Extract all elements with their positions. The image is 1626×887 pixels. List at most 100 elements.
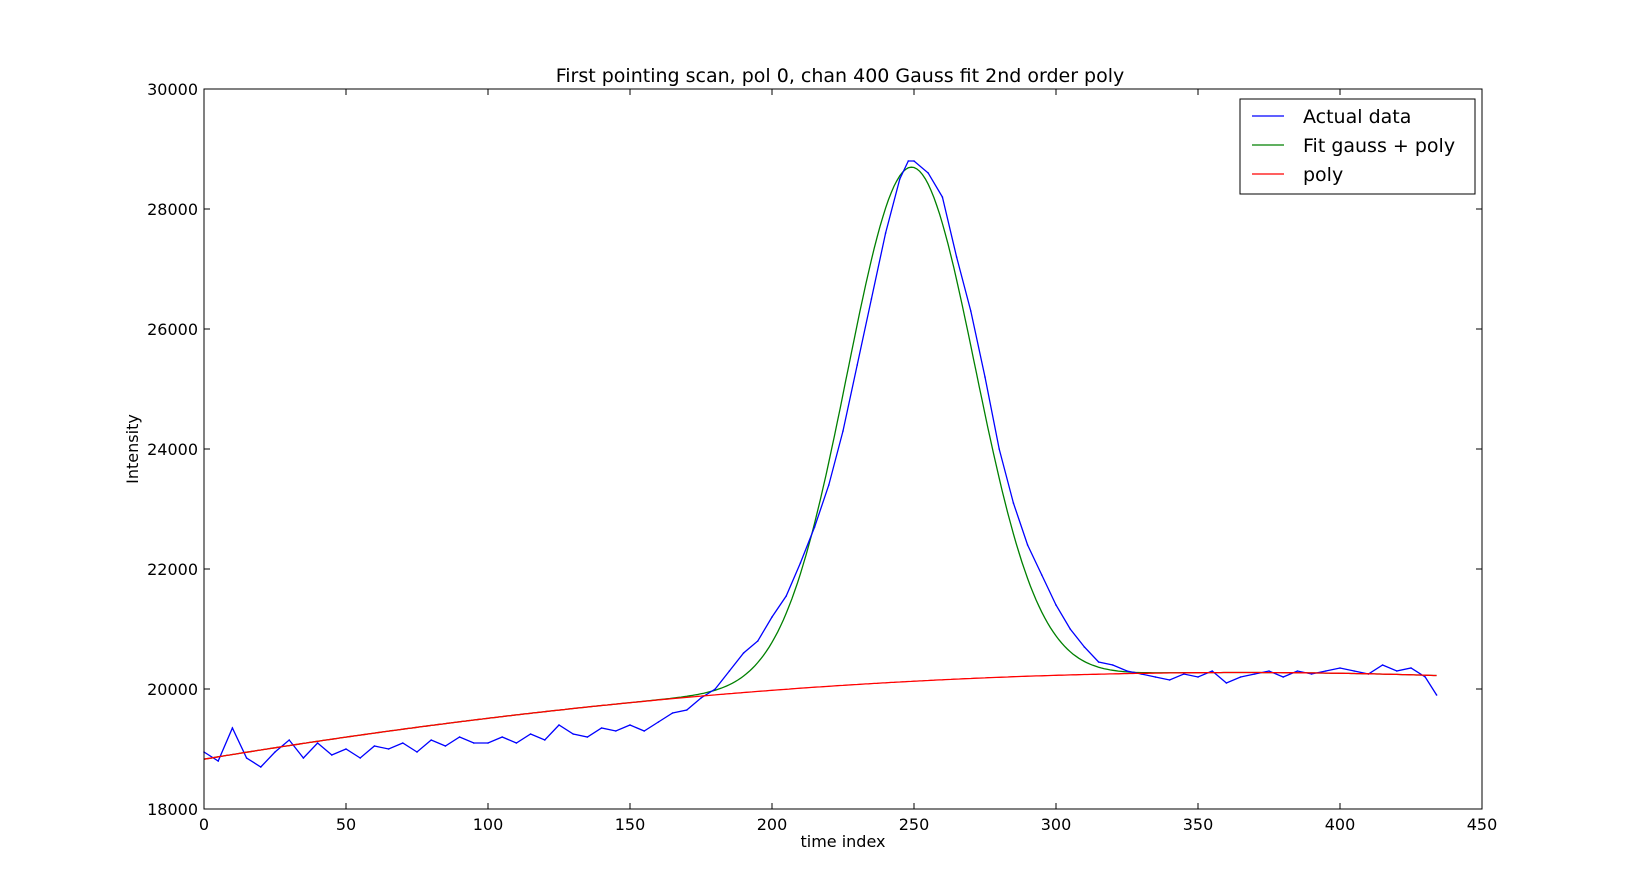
- y-tick-label: 24000: [147, 440, 198, 459]
- x-tick-label: 450: [1467, 815, 1498, 834]
- data-point: [544, 739, 546, 741]
- data-point: [884, 232, 887, 234]
- data-point: [1126, 670, 1128, 672]
- data-point: [870, 298, 873, 300]
- data-point: [1097, 661, 1100, 663]
- data-point: [1168, 679, 1171, 681]
- data-point: [274, 751, 276, 753]
- data-point: [316, 742, 319, 744]
- series-actual-data: [203, 160, 1438, 768]
- data-point: [657, 721, 660, 723]
- data-point: [955, 256, 958, 258]
- data-point: [373, 745, 376, 747]
- x-tick-label: 0: [199, 815, 209, 834]
- data-point: [1268, 670, 1270, 672]
- y-tick-label: 18000: [147, 800, 198, 819]
- data-point: [828, 484, 830, 486]
- data-point: [970, 310, 972, 312]
- data-point: [387, 748, 390, 750]
- data-point: [714, 688, 716, 690]
- x-tick-label: 100: [473, 815, 504, 834]
- data-point: [771, 616, 773, 618]
- data-point: [984, 376, 986, 378]
- data-point: [416, 751, 418, 753]
- legend-box: [1239, 98, 1476, 195]
- y-tick-label: 26000: [147, 320, 198, 339]
- x-tick-label: 350: [1183, 815, 1214, 834]
- data-point: [629, 724, 631, 726]
- data-point: [842, 430, 844, 432]
- legend-label-actual-data: Actual data: [1303, 106, 1411, 128]
- data-point: [288, 739, 291, 741]
- data-point: [586, 736, 589, 738]
- data-point: [1410, 667, 1412, 669]
- x-axis: 0 50 100 150 200 250 300 350 400 450: [199, 89, 1497, 834]
- data-point: [907, 160, 910, 162]
- data-point: [742, 652, 745, 654]
- data-point: [1353, 670, 1355, 672]
- data-point: [402, 742, 404, 744]
- data-point: [430, 739, 433, 741]
- data-point: [785, 595, 787, 597]
- data-point: [600, 727, 603, 729]
- data-point: [1325, 670, 1327, 672]
- data-point: [643, 730, 645, 732]
- data-point: [1282, 676, 1284, 678]
- data-point: [1055, 604, 1057, 606]
- data-point: [1012, 502, 1015, 504]
- data-point: [1112, 664, 1114, 666]
- series-fit-gauss-poly: [203, 166, 1437, 760]
- data-point: [799, 562, 802, 564]
- chart-title: First pointing scan, pol 0, chan 400 Gau…: [556, 65, 1125, 87]
- data-point: [1154, 676, 1157, 678]
- data-point: [1197, 676, 1199, 678]
- data-point: [913, 160, 915, 162]
- x-tick-label: 50: [336, 815, 356, 834]
- data-point: [856, 364, 858, 366]
- data-point: [487, 742, 489, 744]
- data-point: [1239, 676, 1242, 678]
- data-point: [700, 697, 702, 699]
- data-point: [1339, 667, 1341, 669]
- data-point: [813, 526, 816, 528]
- y-axis: 18000 20000 22000 24000 26000 28000 30000: [147, 80, 1482, 819]
- x-tick-label: 400: [1325, 815, 1356, 834]
- data-point: [473, 742, 475, 744]
- data-point: [558, 724, 560, 726]
- data-point: [444, 745, 447, 747]
- data-point: [1211, 670, 1213, 672]
- data-point: [1310, 673, 1313, 675]
- data-point: [458, 736, 461, 738]
- y-tick-label: 30000: [147, 80, 198, 99]
- data-point: [1069, 628, 1071, 630]
- data-point: [501, 736, 504, 738]
- data-point: [1254, 673, 1256, 675]
- data-point: [217, 760, 219, 762]
- data-point: [231, 727, 234, 729]
- data-point: [671, 712, 674, 714]
- legend-label-poly: poly: [1303, 164, 1343, 186]
- data-point: [1381, 664, 1384, 666]
- series-poly: [203, 671, 1437, 760]
- data-point: [941, 196, 944, 198]
- y-tick-label: 22000: [147, 560, 198, 579]
- data-point: [899, 178, 901, 180]
- x-tick-label: 250: [899, 815, 930, 834]
- y-tick-label: 20000: [147, 680, 198, 699]
- y-tick-label: 28000: [147, 200, 198, 219]
- x-tick-label: 150: [615, 815, 646, 834]
- data-point: [1424, 676, 1426, 678]
- x-axis-label: time index: [800, 832, 885, 851]
- data-point: [998, 448, 1000, 450]
- data-point: [1026, 544, 1029, 546]
- data-point: [1296, 670, 1299, 672]
- data-point: [927, 172, 929, 174]
- data-point: [615, 730, 617, 732]
- data-point: [529, 733, 532, 735]
- data-point: [1183, 673, 1185, 675]
- x-tick-label: 300: [1041, 815, 1072, 834]
- data-point: [686, 709, 688, 711]
- data-point: [728, 670, 731, 672]
- legend: Actual data Fit gauss + poly poly: [1239, 98, 1476, 195]
